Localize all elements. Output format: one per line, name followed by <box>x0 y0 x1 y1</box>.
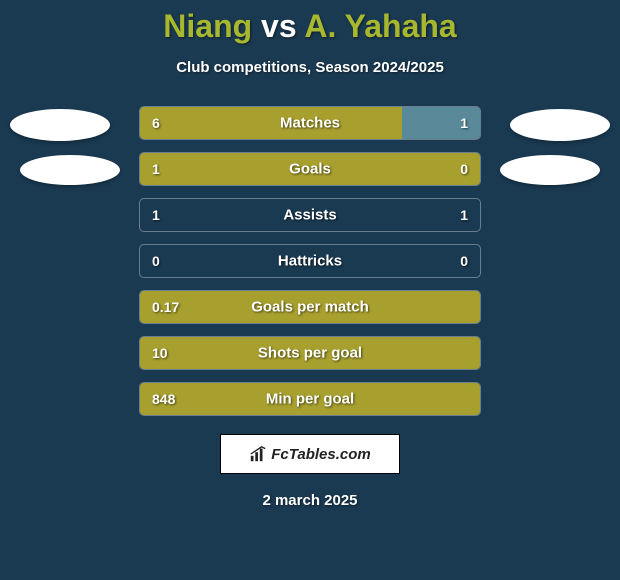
player2-name: A. Yahaha <box>304 8 456 44</box>
vs-text: vs <box>261 8 297 44</box>
player2-badge-2 <box>500 155 600 185</box>
stat-bar-matches: 6 1 Matches <box>139 106 481 140</box>
stat-bar-hattricks: 0 0 Hattricks <box>139 244 481 278</box>
comparison-title: Niang vs A. Yahaha <box>0 0 620 45</box>
bar-value-left: 1 <box>152 207 160 223</box>
bar-value-right: 1 <box>460 115 468 131</box>
bar-label: Assists <box>283 207 336 224</box>
bar-value-right: 0 <box>460 253 468 269</box>
bar-fill-right <box>402 107 480 139</box>
subtitle: Club competitions, Season 2024/2025 <box>0 59 620 76</box>
bar-value-left: 1 <box>152 161 160 177</box>
bar-fill-left <box>140 107 402 139</box>
bar-label: Goals <box>289 161 331 178</box>
bar-value-left: 848 <box>152 391 175 407</box>
bar-value-left: 0.17 <box>152 299 179 315</box>
bar-value-left: 0 <box>152 253 160 269</box>
bar-label: Goals per match <box>251 299 369 316</box>
brand-text: FcTables.com <box>271 446 370 463</box>
stat-bar-goals-per-match: 0.17 Goals per match <box>139 290 481 324</box>
bar-label: Matches <box>280 115 340 132</box>
bar-value-right: 1 <box>460 207 468 223</box>
bar-value-left: 6 <box>152 115 160 131</box>
player1-name: Niang <box>163 8 252 44</box>
player1-badge-1 <box>10 109 110 141</box>
player1-badge-2 <box>20 155 120 185</box>
stat-bar-min-per-goal: 848 Min per goal <box>139 382 481 416</box>
bar-label: Shots per goal <box>258 345 362 362</box>
bar-value-right: 0 <box>460 161 468 177</box>
date-label: 2 march 2025 <box>0 492 620 509</box>
stats-area: 61Matches10Goals11Assists00Hattricks0.17… <box>0 106 620 416</box>
bar-label: Hattricks <box>278 253 342 270</box>
stat-bar-shots-per-goal: 10 Shots per goal <box>139 336 481 370</box>
bars-container: 61Matches10Goals11Assists00Hattricks0.17… <box>0 106 620 416</box>
bar-value-left: 10 <box>152 345 168 361</box>
brand-chart-icon <box>249 445 267 463</box>
brand-box[interactable]: FcTables.com <box>220 434 400 474</box>
stat-bar-goals: 1 0 Goals <box>139 152 481 186</box>
stat-bar-assists: 1 1 Assists <box>139 198 481 232</box>
player2-badge-1 <box>510 109 610 141</box>
bar-label: Min per goal <box>266 391 354 408</box>
